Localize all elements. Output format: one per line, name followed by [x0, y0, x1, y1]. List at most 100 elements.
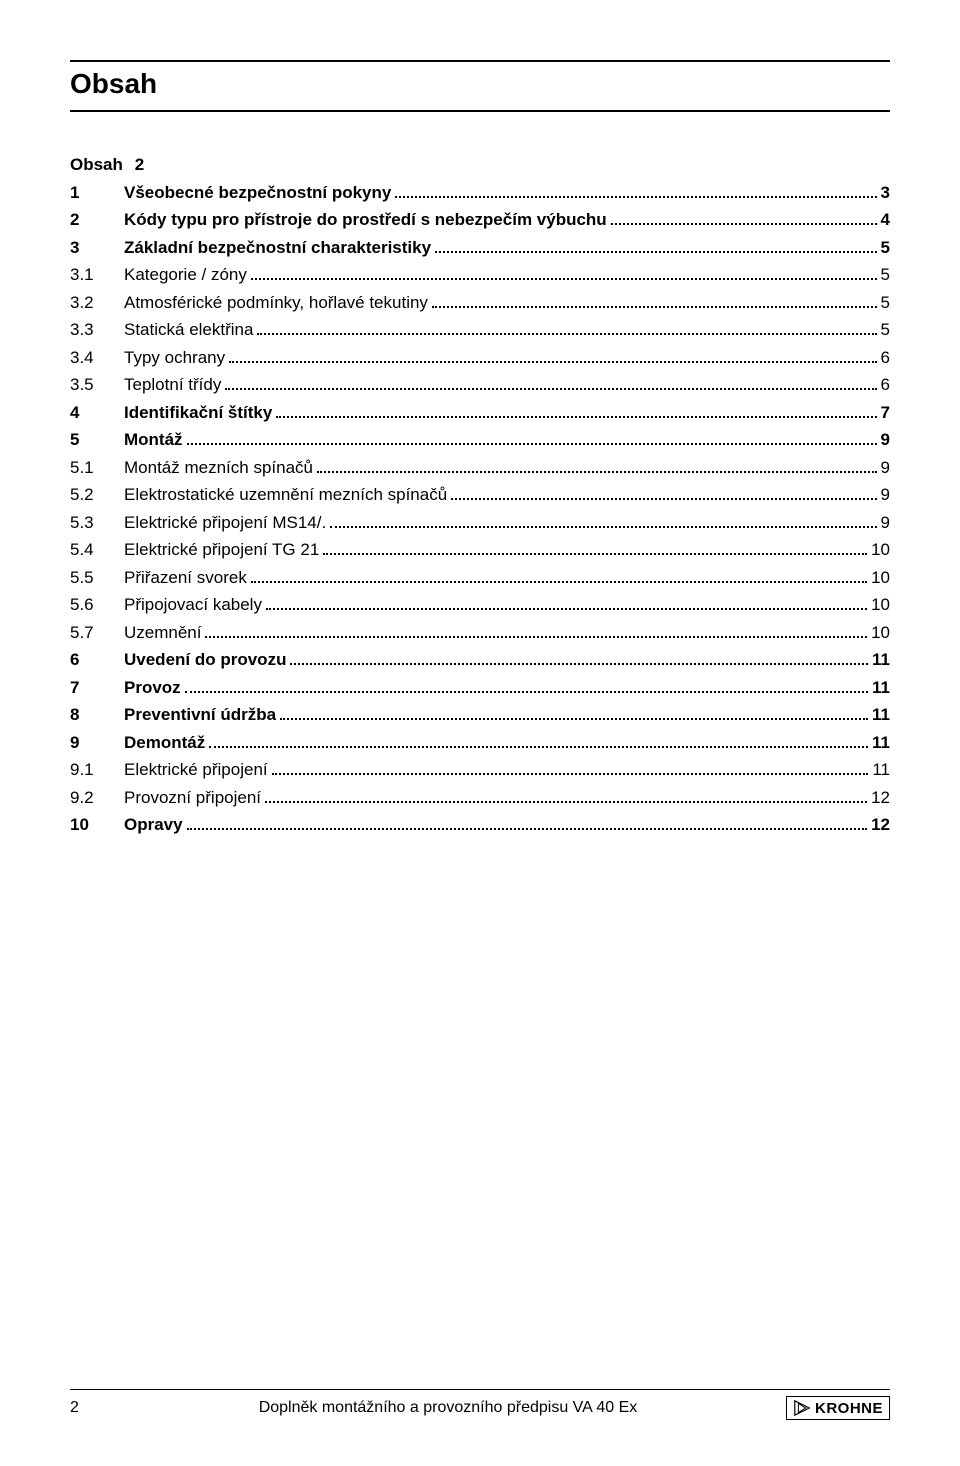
toc-num: 5.7 [70, 620, 124, 646]
toc-row: 3.4Typy ochrany 6 [70, 345, 890, 371]
toc-row: 7Provoz 11 [70, 675, 890, 701]
toc-row: 9.2Provozní připojení12 [70, 785, 890, 811]
toc-num: 5.3 [70, 510, 124, 536]
toc-num: 6 [70, 647, 124, 673]
toc-page: 5 [881, 235, 890, 261]
toc-row: 5.5Přiřazení svorek10 [70, 565, 890, 591]
toc-leader-dots [276, 416, 876, 418]
table-of-contents: Obsah 2 1Všeobecné bezpečnostní pokyny32… [70, 152, 890, 838]
footer-page-number: 2 [70, 1399, 110, 1417]
toc-page: 6 [881, 345, 890, 371]
toc-row: 3.1Kategorie / zóny 5 [70, 262, 890, 288]
toc-num: 5.4 [70, 537, 124, 563]
toc-label: Montáž mezních spínačů [124, 455, 313, 481]
toc-row: 4Identifikační štítky7 [70, 400, 890, 426]
toc-row: 5.6Připojovací kabely10 [70, 592, 890, 618]
toc-num: 3.4 [70, 345, 124, 371]
toc-leader-dots [272, 773, 869, 775]
toc-leader-dots [209, 746, 868, 748]
toc-page: 5 [881, 262, 890, 288]
toc-row: 3.2Atmosférické podmínky, hořlavé tekuti… [70, 290, 890, 316]
toc-self-label: Obsah [70, 152, 130, 178]
toc-num: 10 [70, 812, 124, 838]
toc-label: Elektrostatické uzemnění mezních spínačů [124, 482, 447, 508]
toc-num: 3.3 [70, 317, 124, 343]
toc-label: Uzemnění [124, 620, 201, 646]
toc-leader-dots [290, 663, 868, 665]
toc-num: 5.2 [70, 482, 124, 508]
toc-leader-dots [187, 443, 877, 445]
toc-row: 8Preventivní údržba11 [70, 702, 890, 728]
toc-num: 4 [70, 400, 124, 426]
toc-leader-dots [317, 471, 877, 473]
toc-row: 6Uvedení do provozu 11 [70, 647, 890, 673]
toc-num: 9.1 [70, 757, 124, 783]
toc-leader-dots [451, 498, 876, 500]
toc-label: Typy ochrany [124, 345, 225, 371]
toc-label: Uvedení do provozu [124, 647, 286, 673]
toc-page: 11 [872, 757, 890, 783]
toc-leader-dots [330, 526, 876, 528]
toc-leader-dots [265, 801, 867, 803]
toc-row: 1Všeobecné bezpečnostní pokyny3 [70, 180, 890, 206]
toc-row: 10Opravy12 [70, 812, 890, 838]
toc-page: 5 [881, 290, 890, 316]
toc-label: Elektrické připojení MS14/. [124, 510, 326, 536]
toc-page: 11 [872, 647, 890, 673]
toc-label: Kategorie / zóny [124, 262, 247, 288]
toc-label: Montáž [124, 427, 183, 453]
toc-row: 5.2Elektrostatické uzemnění mezních spín… [70, 482, 890, 508]
toc-row: 9Demontáž11 [70, 730, 890, 756]
toc-page: 4 [881, 207, 890, 233]
toc-row: 5.1Montáž mezních spínačů9 [70, 455, 890, 481]
toc-leader-dots [229, 361, 876, 363]
toc-leader-dots [280, 718, 868, 720]
toc-label: Atmosférické podmínky, hořlavé tekutiny [124, 290, 428, 316]
toc-page: 11 [872, 675, 890, 701]
toc-page: 5 [881, 317, 890, 343]
page-footer: 2 Doplněk montážního a provozního předpi… [70, 1389, 890, 1420]
toc-row: 3.3Statická elektřina 5 [70, 317, 890, 343]
toc-num: 7 [70, 675, 124, 701]
toc-leader-dots [395, 196, 876, 198]
toc-label: Připojovací kabely [124, 592, 262, 618]
toc-label: Provoz [124, 675, 181, 701]
toc-num: 5 [70, 427, 124, 453]
toc-label: Statická elektřina [124, 317, 253, 343]
toc-row: 5Montáž 9 [70, 427, 890, 453]
toc-leader-dots [251, 278, 877, 280]
toc-page: 3 [881, 180, 890, 206]
toc-row: 5.4Elektrické připojení TG 2110 [70, 537, 890, 563]
toc-label: Preventivní údržba [124, 702, 276, 728]
toc-leader-dots [611, 223, 877, 225]
toc-leader-dots [435, 251, 876, 253]
toc-row: 5.7Uzemnění 10 [70, 620, 890, 646]
toc-page: 9 [881, 427, 890, 453]
toc-num: 3 [70, 235, 124, 261]
toc-leader-dots [266, 608, 867, 610]
toc-leader-dots [187, 828, 867, 830]
toc-num: 3.1 [70, 262, 124, 288]
toc-row: 3.5Teplotní třídy 6 [70, 372, 890, 398]
toc-self-page: 2 [135, 155, 144, 174]
toc-num: 5.5 [70, 565, 124, 591]
page-title: Obsah [70, 60, 890, 112]
toc-page: 6 [881, 372, 890, 398]
toc-num: 1 [70, 180, 124, 206]
toc-label: Teplotní třídy [124, 372, 221, 398]
toc-label: Identifikační štítky [124, 400, 272, 426]
toc-label: Opravy [124, 812, 183, 838]
toc-num: 8 [70, 702, 124, 728]
toc-page: 9 [881, 455, 890, 481]
toc-leader-dots [432, 306, 877, 308]
toc-num: 2 [70, 207, 124, 233]
toc-num: 3.5 [70, 372, 124, 398]
toc-label: Demontáž [124, 730, 205, 756]
brand-logo-text: KROHNE [815, 1400, 883, 1417]
toc-label: Elektrické připojení [124, 757, 268, 783]
toc-row: 3Základní bezpečnostní charakteristiky5 [70, 235, 890, 261]
toc-page: 10 [871, 620, 890, 646]
toc-num: 9.2 [70, 785, 124, 811]
toc-row: 2Kódy typu pro přístroje do prostředí s … [70, 207, 890, 233]
toc-num: 3.2 [70, 290, 124, 316]
